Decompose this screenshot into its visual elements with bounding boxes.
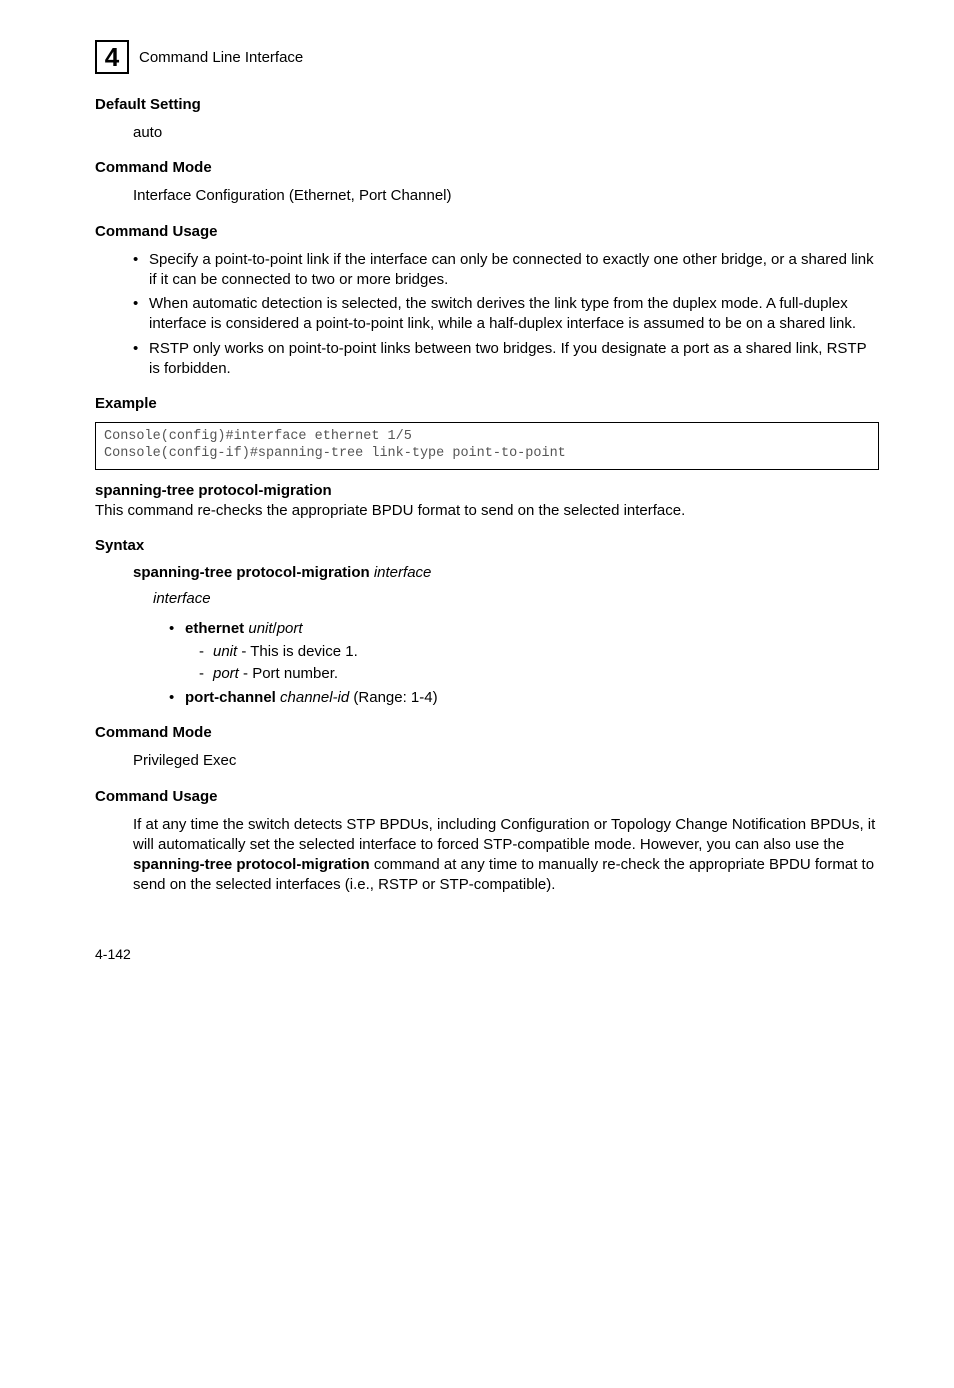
unit-text: - This is device 1.	[237, 643, 358, 660]
code-block: Console(config)#interface ethernet 1/5 C…	[95, 422, 879, 470]
list-item: Specify a point-to-point link if the int…	[133, 250, 879, 291]
channel-id-param: channel-id	[280, 689, 349, 706]
syntax-command: spanning-tree protocol-migration interfa…	[133, 564, 879, 581]
interface-label: interface	[153, 589, 879, 609]
list-item: unit - This is device 1.	[199, 642, 879, 662]
syntax-title: Syntax	[95, 537, 879, 554]
port-italic: port	[213, 665, 239, 682]
usage2-pre: If at any time the switch detects STP BP…	[133, 816, 875, 853]
list-item: When automatic detection is selected, th…	[133, 294, 879, 335]
default-setting-title: Default Setting	[95, 96, 879, 113]
command2-title: spanning-tree protocol-migration	[95, 482, 879, 499]
command2-body: This command re-checks the appropriate B…	[95, 501, 879, 521]
command-mode-body: Interface Configuration (Ethernet, Port …	[133, 186, 879, 206]
port-text: - Port number.	[239, 665, 338, 682]
command-mode-title: Command Mode	[95, 159, 879, 176]
ethernet-keyword: ethernet	[185, 620, 244, 637]
port-channel-keyword: port-channel	[185, 689, 276, 706]
chapter-icon: 4	[95, 40, 129, 74]
command-usage2-title: Command Usage	[95, 788, 879, 805]
header-title: Command Line Interface	[139, 49, 303, 66]
command-usage-title: Command Usage	[95, 223, 879, 240]
list-item: RSTP only works on point-to-point links …	[133, 339, 879, 380]
page-header: 4 Command Line Interface	[95, 40, 879, 74]
usage-bullet-list: Specify a point-to-point link if the int…	[133, 250, 879, 380]
list-item: port-channel channel-id (Range: 1-4)	[169, 688, 879, 708]
pc-range-text: (Range: 1-4)	[349, 689, 437, 706]
syntax-cmd-bold: spanning-tree protocol-migration	[133, 564, 370, 581]
unit-italic: unit	[213, 643, 237, 660]
interface-options-list: ethernet unit/port unit - This is device…	[169, 619, 879, 708]
port-param: port	[277, 620, 303, 637]
command-mode2-body: Privileged Exec	[133, 751, 879, 771]
list-item: port - Port number.	[199, 664, 879, 684]
unit-param: unit	[248, 620, 272, 637]
list-item: ethernet unit/port unit - This is device…	[169, 619, 879, 684]
default-setting-body: auto	[133, 123, 879, 143]
command-usage2-body: If at any time the switch detects STP BP…	[133, 815, 879, 896]
ethernet-sublist: unit - This is device 1. port - Port num…	[199, 642, 879, 685]
example-title: Example	[95, 395, 879, 412]
command-mode2-title: Command Mode	[95, 724, 879, 741]
chapter-number: 4	[105, 42, 119, 73]
page-number: 4-142	[95, 946, 879, 962]
syntax-cmd-italic: interface	[374, 564, 432, 581]
usage2-bold: spanning-tree protocol-migration	[133, 856, 370, 873]
